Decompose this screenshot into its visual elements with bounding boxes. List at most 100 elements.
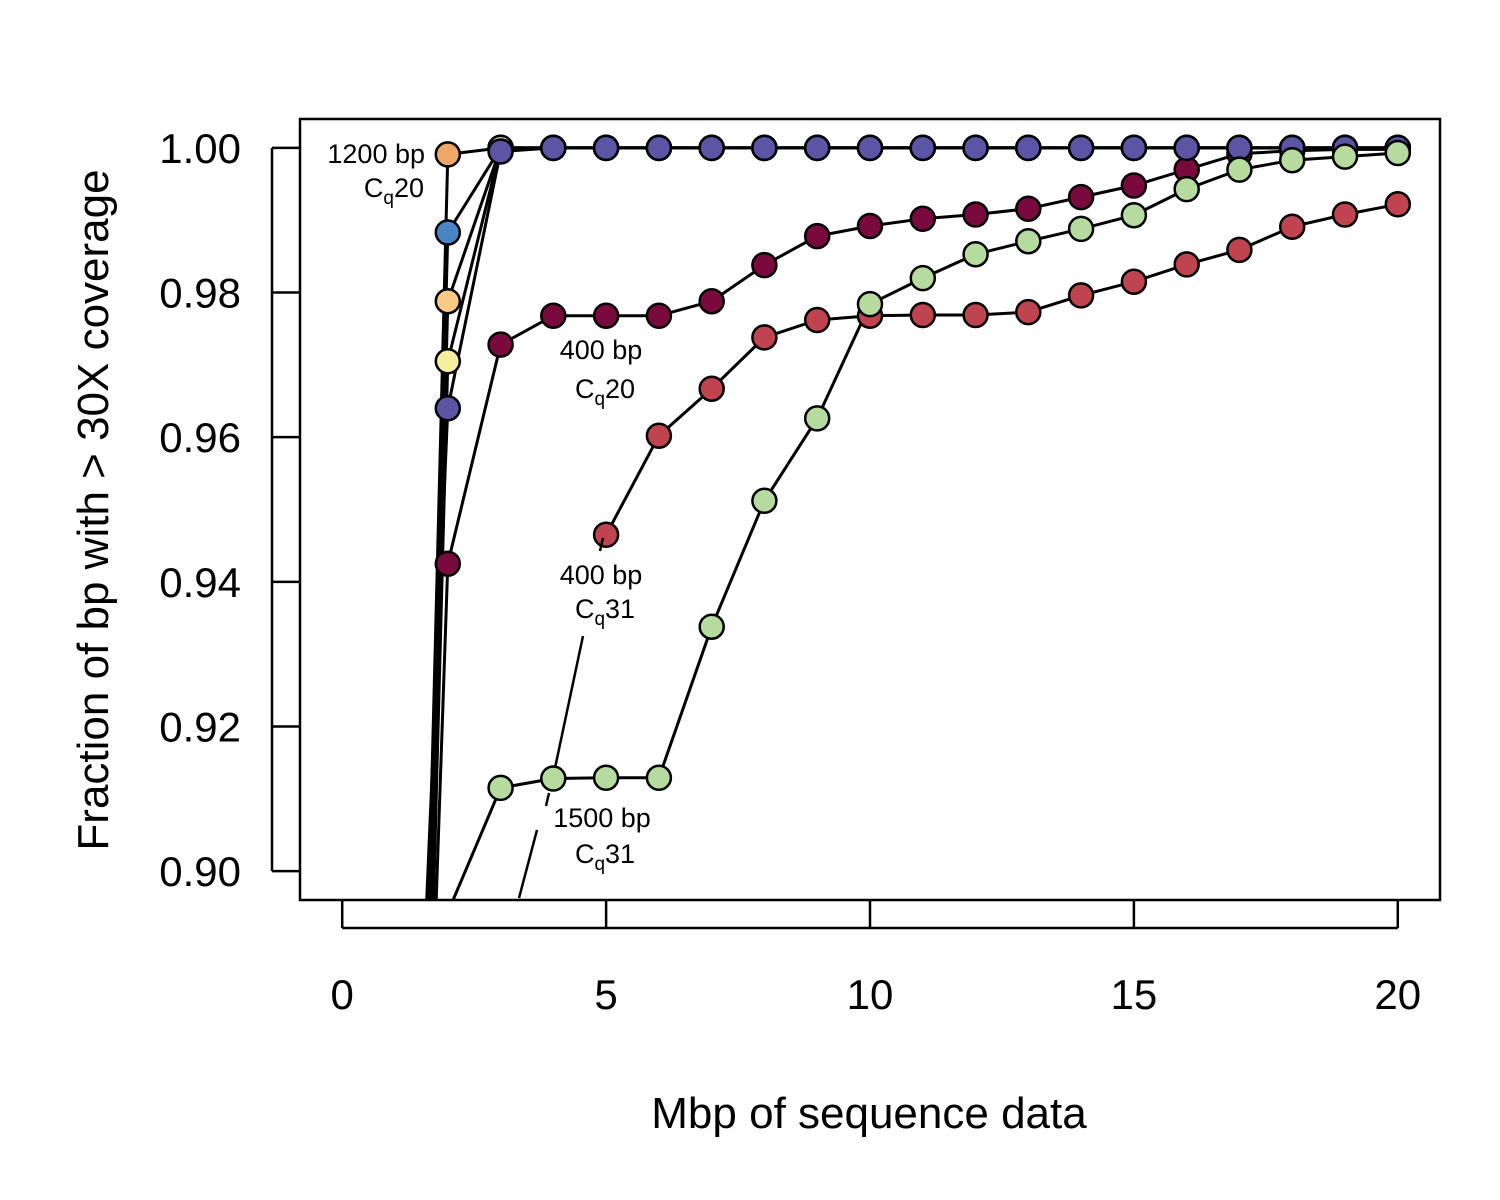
series-line-3: [432, 146, 1398, 900]
data-point-series-6: [1173, 251, 1200, 278]
series-line-1: [428, 146, 1398, 900]
y-tick-label: 0.92: [159, 703, 241, 750]
data-point-series-7: [962, 240, 989, 268]
data-point-series-7: [1384, 139, 1412, 167]
data-point-series-7: [645, 764, 673, 792]
y-tick-label: 0.94: [159, 559, 241, 606]
annotation-400bp-cq20: 400 bp Cq20: [560, 335, 643, 410]
data-point-series-7: [1120, 201, 1148, 229]
data-point-series-6: [909, 301, 937, 329]
data-point-series-5: [856, 134, 884, 162]
y-axis-label: Fraction of bp with > 30X coverage: [69, 169, 118, 850]
annotation-1500bp-cq31: 1500 bp Cq31: [553, 803, 651, 875]
series-line-7: [451, 151, 1398, 900]
data-point-series-4: [487, 331, 514, 358]
data-point-series-7: [803, 405, 831, 432]
data-point-series-5: [540, 134, 567, 162]
data-point-series-5: [487, 138, 514, 165]
series-line-6: [604, 202, 1399, 536]
data-point-series-5: [645, 134, 673, 162]
annotation-1200bp-cq20: 1200 bp Cq20: [327, 139, 425, 209]
data-point-series-7: [1278, 146, 1306, 174]
x-tick-label: 5: [594, 971, 617, 1018]
leader-line-1500bp-cq31: [517, 829, 539, 899]
annotation-400bp-cq31: 400 bp Cq31: [560, 560, 643, 630]
data-point-series-4: [540, 302, 567, 329]
data-point-series-7: [856, 290, 884, 318]
data-point-series-5: [751, 134, 778, 162]
annotation-400bp-cq20-line2: Cq20: [575, 374, 635, 410]
data-point-series-4: [645, 302, 673, 329]
x-tick-label: 15: [1111, 971, 1158, 1018]
data-point-series-6: [698, 375, 725, 402]
data-point-series-7: [698, 613, 725, 640]
x-tick-label: 20: [1374, 971, 1421, 1018]
leader-line-400bp-cq31: [553, 635, 585, 769]
data-point-series-5: [909, 134, 937, 162]
data-point-series-4: [592, 302, 620, 329]
data-point-series-4: [962, 201, 989, 228]
data-point-series-7: [1015, 227, 1042, 255]
series-line-2: [430, 146, 1398, 900]
series-line-5: [425, 146, 1398, 900]
x-axis-label: Mbp of sequence data: [651, 1089, 1087, 1138]
data-point-series-5: [1173, 134, 1200, 162]
data-point-series-1: [434, 219, 462, 246]
data-point-series-7: [1173, 175, 1200, 203]
data-point-series-5: [1226, 134, 1253, 162]
data-point-series-6: [803, 306, 831, 334]
y-axis: 0.90 0.92 0.94 0.96 0.98 1.00: [159, 125, 300, 895]
data-point-series-5: [434, 395, 462, 422]
series-line-0: [427, 146, 1398, 900]
data-point-series-4: [434, 550, 462, 577]
data-point-series-7: [540, 765, 567, 792]
data-point-series-5: [1067, 134, 1095, 162]
data-point-series-6: [962, 301, 989, 329]
leader-line-400bp-cq31-upper: [598, 537, 605, 552]
annotation-1200bp-line2: Cq20: [364, 173, 424, 209]
data-point-series-4: [1120, 172, 1148, 199]
data-point-series-4: [1067, 183, 1095, 211]
plot-frame: [298, 117, 1442, 902]
data-point-series-6: [592, 521, 620, 549]
data-point-series-6: [751, 324, 778, 351]
data-point-series-4: [1015, 195, 1042, 222]
y-tick-label: 0.98: [159, 270, 241, 317]
data-point-series-6: [645, 422, 673, 449]
data-point-series-7: [909, 264, 937, 292]
data-point-series-6: [1120, 268, 1148, 295]
data-point-series-5: [1015, 134, 1042, 162]
data-point-series-6: [1226, 236, 1253, 264]
annotation-1500bp-cq31-line1: 1500 bp: [553, 803, 651, 833]
x-tick-label: 0: [331, 971, 354, 1018]
series-points: [434, 134, 1412, 802]
series-lines: [425, 146, 1399, 900]
data-point-series-4: [803, 222, 831, 250]
data-point-series-6: [1067, 282, 1095, 309]
data-point-series-0: [434, 141, 462, 168]
data-point-series-5: [1120, 134, 1148, 162]
annotation-400bp-cq20-line1: 400 bp: [560, 335, 643, 365]
data-point-series-6: [1331, 201, 1359, 228]
data-point-series-4: [856, 212, 884, 240]
data-point-series-3: [434, 348, 462, 375]
x-tick-label: 10: [847, 971, 894, 1018]
y-tick-label: 0.96: [159, 414, 241, 461]
data-point-series-7: [1331, 143, 1359, 170]
annotation-leaders: [517, 537, 605, 899]
annotation-400bp-cq31-line1: 400 bp: [560, 560, 643, 590]
data-point-series-4: [698, 287, 725, 315]
x-axis: 0 5 10 15 20: [331, 900, 1421, 1018]
data-point-series-7: [592, 764, 620, 792]
data-point-series-6: [1278, 213, 1306, 240]
data-point-series-7: [487, 774, 514, 802]
data-point-series-6: [1384, 191, 1412, 218]
data-point-series-7: [751, 487, 778, 515]
data-point-series-4: [909, 205, 937, 233]
data-point-series-2: [434, 287, 462, 315]
y-tick-label: 0.90: [159, 848, 241, 895]
series-line-4: [434, 147, 1398, 900]
data-point-series-5: [962, 134, 989, 162]
leader-line-1500bp-cq31-upper: [544, 792, 551, 807]
